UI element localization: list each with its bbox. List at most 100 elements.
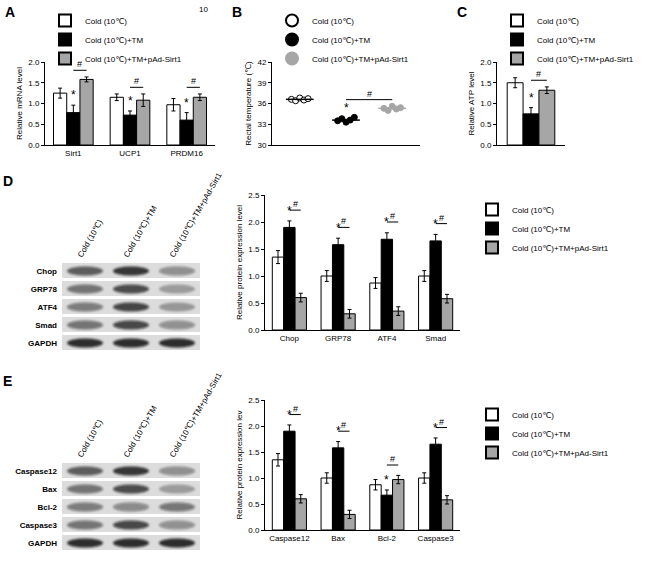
svg-text:UCP1: UCP1	[119, 149, 141, 158]
svg-text:2.5: 2.5	[248, 396, 260, 405]
svg-text:2.0: 2.0	[480, 58, 492, 67]
svg-text:#: #	[390, 211, 395, 221]
svg-text:0.5: 0.5	[248, 500, 260, 509]
svg-text:#: #	[390, 454, 395, 464]
svg-text:Cold (10℃)+TM+pAd-Sirt1: Cold (10℃)+TM+pAd-Sirt1	[85, 55, 182, 64]
svg-text:Smad: Smad	[35, 321, 57, 330]
svg-text:*: *	[384, 215, 389, 229]
svg-text:Cold (10℃)+TM: Cold (10℃)+TM	[85, 36, 143, 45]
svg-text:1.0: 1.0	[248, 474, 260, 483]
svg-text:0.0: 0.0	[248, 526, 260, 535]
svg-text:Cold (10℃)+TM: Cold (10℃)+TM	[512, 225, 570, 234]
svg-text:1.5: 1.5	[480, 79, 492, 88]
svg-text:*: *	[344, 101, 349, 115]
svg-text:C: C	[457, 4, 467, 20]
svg-text:ATF4: ATF4	[377, 334, 397, 343]
svg-text:*: *	[287, 408, 292, 422]
svg-text:GAPDH: GAPDH	[28, 539, 57, 548]
svg-text:A: A	[5, 4, 15, 20]
svg-text:*: *	[433, 217, 438, 231]
svg-text:Chop: Chop	[280, 334, 300, 343]
svg-text:1.5: 1.5	[248, 245, 260, 254]
svg-text:Cold (10℃)+TM: Cold (10℃)+TM	[312, 36, 370, 45]
svg-text:Cold (10℃)+TM+pAd-Sirt1: Cold (10℃)+TM+pAd-Sirt1	[537, 55, 634, 64]
svg-text:Caspase12: Caspase12	[269, 534, 310, 543]
svg-text:Cold (10℃): Cold (10℃)	[512, 206, 554, 215]
svg-text:*: *	[336, 221, 341, 235]
svg-text:Caspase12: Caspase12	[15, 467, 57, 476]
svg-text:2.5: 2.5	[248, 191, 260, 200]
svg-text:#: #	[293, 199, 298, 209]
svg-text:2.0: 2.0	[28, 58, 40, 67]
svg-text:Caspase3: Caspase3	[20, 521, 58, 530]
svg-text:2.0: 2.0	[248, 422, 260, 431]
svg-text:*: *	[287, 204, 292, 218]
svg-text:*: *	[128, 94, 133, 108]
svg-text:0.5: 0.5	[28, 120, 40, 129]
svg-text:Cold (10℃)+TM: Cold (10℃)+TM	[122, 404, 159, 459]
svg-text:Sirt1: Sirt1	[65, 149, 82, 158]
svg-text:0.0: 0.0	[28, 141, 40, 150]
svg-text:#: #	[77, 59, 82, 69]
svg-text:Cold (10℃)+TM+pAd-Sirt1: Cold (10℃)+TM+pAd-Sirt1	[312, 55, 409, 64]
svg-text:GRP78: GRP78	[325, 334, 352, 343]
svg-text:*: *	[184, 96, 189, 110]
svg-text:2.0: 2.0	[248, 218, 260, 227]
svg-text:#: #	[191, 76, 196, 86]
svg-text:Smad: Smad	[425, 334, 446, 343]
svg-text:Chop: Chop	[37, 267, 58, 276]
svg-text:#: #	[439, 417, 444, 427]
svg-text:0.0: 0.0	[480, 141, 492, 150]
svg-text:Cold (10℃)+TM: Cold (10℃)+TM	[537, 36, 595, 45]
svg-text:36: 36	[257, 99, 266, 108]
svg-text:30: 30	[257, 141, 266, 150]
svg-text:*: *	[336, 424, 341, 438]
svg-text:Rectal temperature (℃): Rectal temperature (℃)	[244, 61, 253, 146]
svg-text:PRDM16: PRDM16	[170, 149, 203, 158]
svg-text:Cold (10℃): Cold (10℃)	[76, 418, 105, 459]
svg-text:#: #	[134, 76, 139, 86]
svg-text:GAPDH: GAPDH	[28, 339, 57, 348]
svg-text:Relative ATP level: Relative ATP level	[467, 71, 476, 135]
svg-text:#: #	[341, 216, 346, 226]
svg-text:*: *	[384, 473, 389, 487]
svg-text:Cold (10℃): Cold (10℃)	[537, 17, 579, 26]
svg-text:#: #	[536, 69, 541, 79]
svg-text:#: #	[439, 213, 444, 223]
svg-text:GRP78: GRP78	[31, 285, 58, 294]
svg-text:1.5: 1.5	[28, 79, 40, 88]
svg-text:33: 33	[257, 120, 266, 129]
svg-text:Cold (10℃): Cold (10℃)	[76, 218, 105, 259]
svg-text:0.5: 0.5	[248, 299, 260, 308]
svg-text:*: *	[529, 91, 534, 105]
svg-text:Bax: Bax	[42, 485, 57, 494]
svg-text:ATF4: ATF4	[38, 303, 58, 312]
svg-text:0.5: 0.5	[480, 120, 492, 129]
svg-text:39: 39	[257, 79, 266, 88]
svg-text:#: #	[293, 404, 298, 414]
svg-text:#: #	[367, 89, 372, 99]
svg-text:10: 10	[199, 5, 208, 14]
svg-text:Cold (10℃)+TM+pAd-Sirt1: Cold (10℃)+TM+pAd-Sirt1	[168, 171, 224, 259]
svg-text:Relative mRNA level: Relative mRNA level	[15, 67, 24, 140]
svg-text:Cold (10℃)+TM: Cold (10℃)+TM	[512, 430, 570, 439]
svg-text:Bax: Bax	[331, 534, 345, 543]
svg-text:*: *	[71, 88, 76, 102]
svg-text:Bcl-2: Bcl-2	[378, 534, 397, 543]
svg-text:E: E	[3, 373, 12, 389]
svg-text:42: 42	[257, 58, 266, 67]
svg-text:Cold (10℃)+TM+pAd-Sirt1: Cold (10℃)+TM+pAd-Sirt1	[512, 449, 609, 458]
svg-text:1.0: 1.0	[248, 272, 260, 281]
svg-text:1.0: 1.0	[480, 99, 492, 108]
svg-text:Relative protein expression le: Relative protein expression lev	[235, 411, 244, 520]
svg-text:0.0: 0.0	[248, 326, 260, 335]
svg-text:B: B	[232, 4, 242, 20]
svg-text:Cold (10℃): Cold (10℃)	[512, 411, 554, 420]
svg-text:Cold (10℃)+TM: Cold (10℃)+TM	[122, 204, 159, 259]
svg-text:1.0: 1.0	[28, 99, 40, 108]
svg-text:Cold (10℃)+TM+pAd-Sirt1: Cold (10℃)+TM+pAd-Sirt1	[512, 244, 609, 253]
svg-text:#: #	[341, 420, 346, 430]
svg-text:Cold (10℃)+TM+pAd-Sirt1: Cold (10℃)+TM+pAd-Sirt1	[168, 371, 224, 459]
svg-text:Caspase3: Caspase3	[418, 534, 455, 543]
svg-text:*: *	[433, 421, 438, 435]
